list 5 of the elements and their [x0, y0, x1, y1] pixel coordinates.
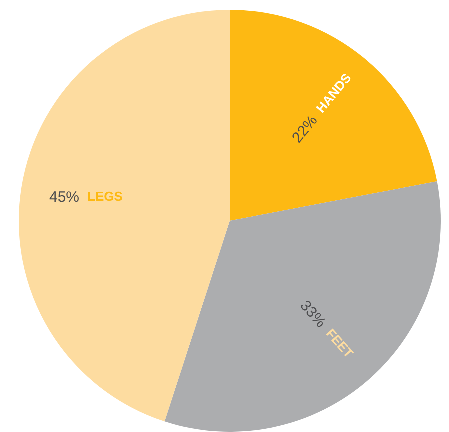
pie-slice: [230, 10, 438, 221]
data-label: 45%: [49, 189, 80, 206]
slice-label: LEGS: [88, 190, 124, 205]
pie-slice: [164, 181, 441, 432]
pie-slice: [19, 10, 230, 422]
